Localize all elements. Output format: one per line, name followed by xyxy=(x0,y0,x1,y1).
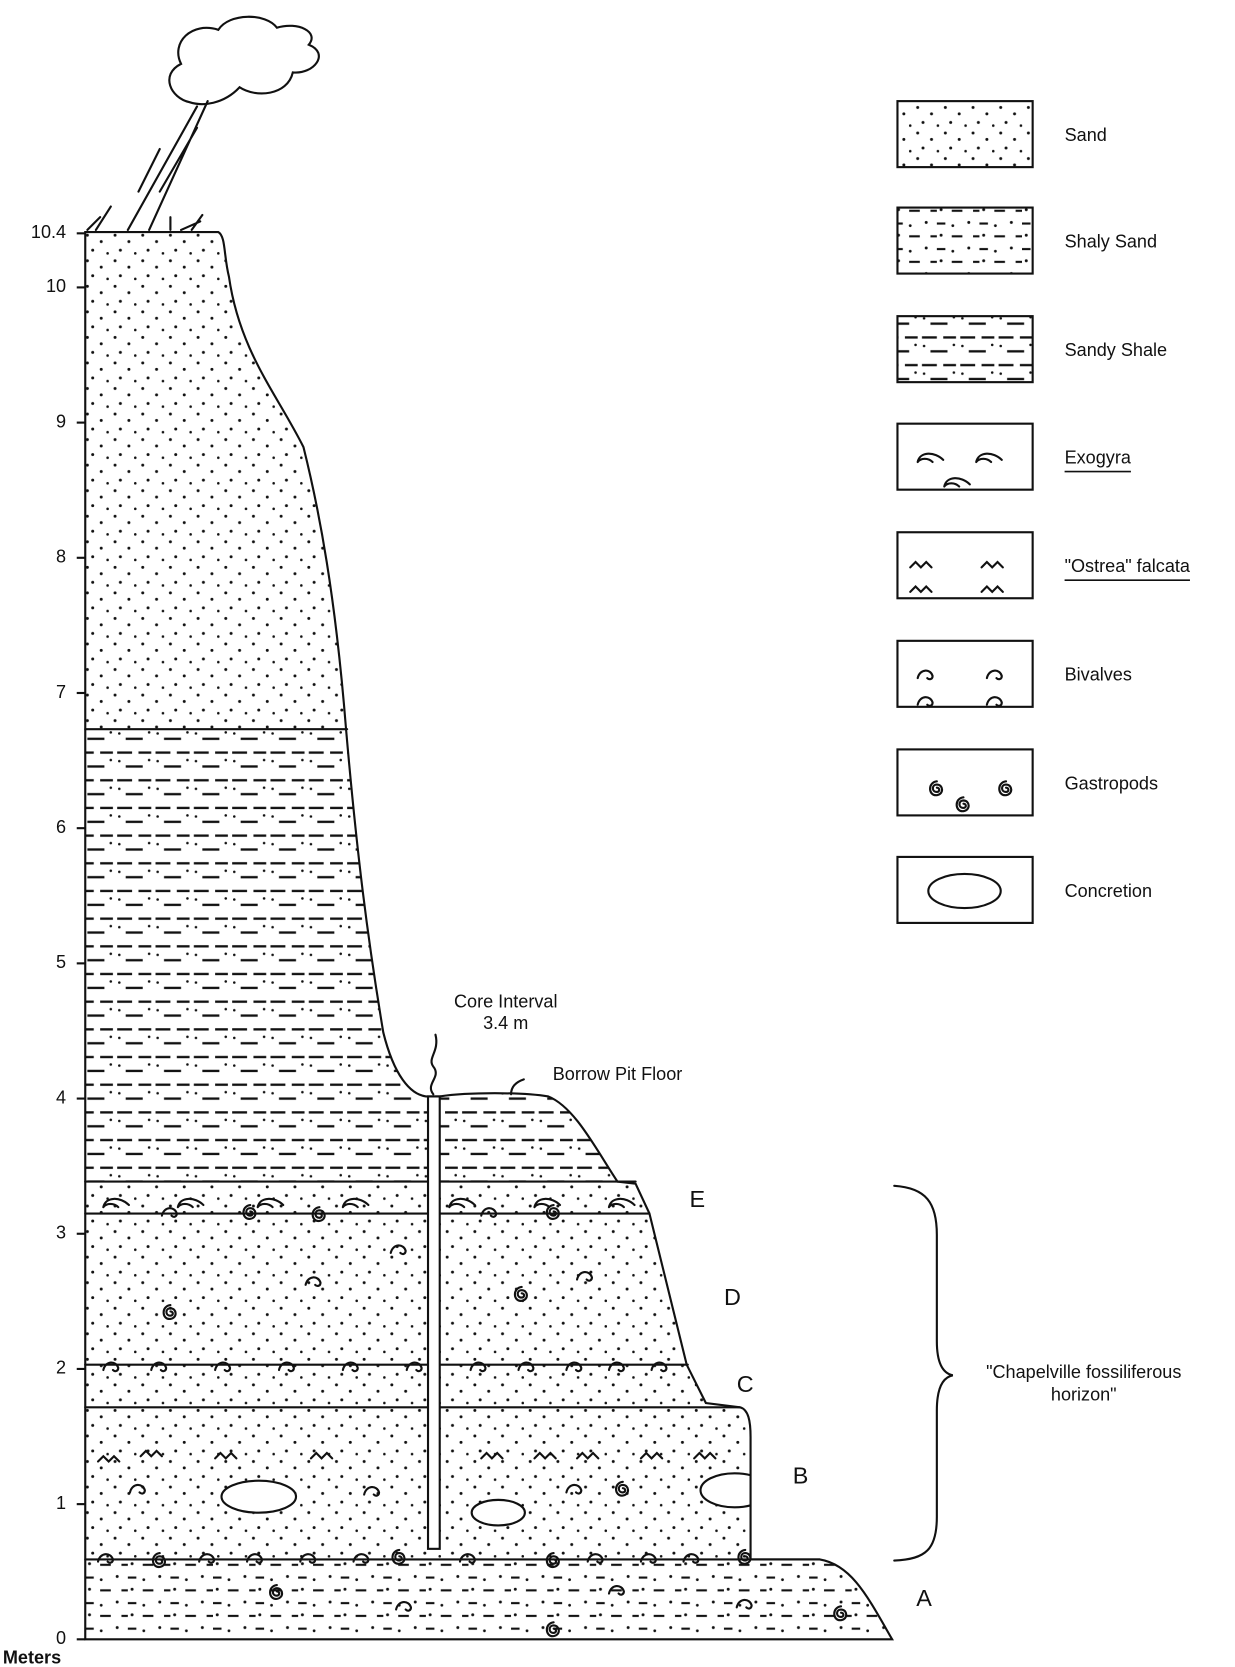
tick-label: 0 xyxy=(56,1628,66,1648)
legend-swatch xyxy=(897,101,1032,167)
stratigraphic-section: 0 1 2 3 4 5 6 7 8 9 10 10.4 Meters E D C B A Core I… xyxy=(0,0,1235,1667)
tick-label: 9 xyxy=(56,411,66,431)
unit-label: E xyxy=(690,1186,706,1212)
unit-label: A xyxy=(916,1585,932,1611)
legend-label: Gastropods xyxy=(1065,773,1158,793)
unit-label: C xyxy=(737,1371,754,1397)
legend-label: Sand xyxy=(1065,125,1107,145)
unit-label: D xyxy=(724,1284,741,1310)
core xyxy=(428,1096,440,1548)
legend-swatch xyxy=(897,208,1032,274)
tick-label: 5 xyxy=(56,952,66,972)
legend-label: Sandy Shale xyxy=(1065,340,1168,360)
legend-label: Bivalves xyxy=(1065,665,1132,685)
tree xyxy=(87,17,318,230)
annotation: Borrow Pit Floor xyxy=(553,1064,683,1084)
annotation: Core Interval xyxy=(454,992,558,1012)
legend-swatch xyxy=(897,641,1032,707)
depth-axis: 0 1 2 3 4 5 6 7 8 9 10 10.4 xyxy=(31,222,85,1648)
unit-label: B xyxy=(793,1463,809,1489)
axis-unit: Meters xyxy=(3,1647,61,1667)
tick-label: 8 xyxy=(56,547,66,567)
legend-label: Shaly Sand xyxy=(1065,231,1157,251)
strata xyxy=(85,232,937,1639)
pit-pointer xyxy=(511,1079,524,1094)
tick-label: 1 xyxy=(56,1493,66,1513)
legend: Sand Shaly Sand Sandy Shale Exogyra "Ostrea"… xyxy=(897,101,1190,923)
tick-label: 2 xyxy=(56,1358,66,1378)
tick-label: 7 xyxy=(56,682,66,702)
core-pointer xyxy=(431,1035,436,1095)
legend-swatch xyxy=(897,316,1032,382)
tick-label: 4 xyxy=(56,1087,66,1107)
annotation: horizon" xyxy=(1051,1384,1117,1404)
horizon-brace xyxy=(894,1186,953,1561)
tick-label: 10 xyxy=(46,276,66,296)
legend-label: Exogyra xyxy=(1065,448,1132,468)
annotation: "Chapelville fossiliferous xyxy=(986,1362,1181,1382)
legend-label: "Ostrea" falcata xyxy=(1065,556,1191,576)
tick-label: 10.4 xyxy=(31,222,66,242)
annotation: 3.4 m xyxy=(483,1013,528,1033)
tick-label: 6 xyxy=(56,817,66,837)
legend-label: Concretion xyxy=(1065,881,1152,901)
tick-label: 3 xyxy=(56,1223,66,1243)
